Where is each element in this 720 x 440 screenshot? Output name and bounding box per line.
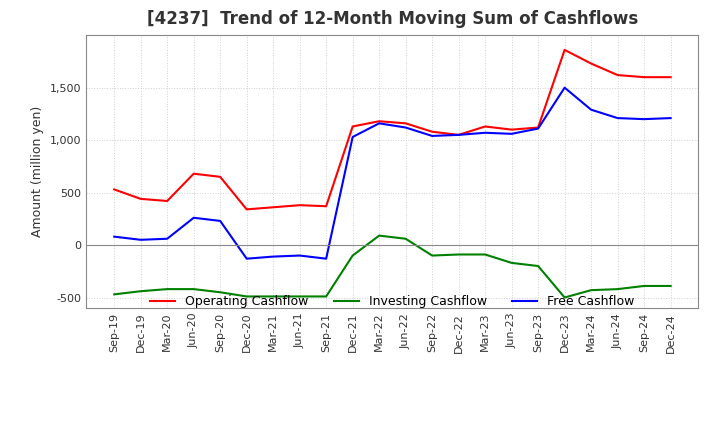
- Free Cashflow: [508, 131, 516, 136]
- Operating Cashflow: [613, 73, 622, 78]
- Free Cashflow: [428, 133, 436, 139]
- Operating Cashflow: [534, 125, 542, 130]
- Operating Cashflow: [401, 121, 410, 126]
- Operating Cashflow: [243, 207, 251, 212]
- Free Cashflow: [666, 115, 675, 121]
- Investing Cashflow: [189, 286, 198, 292]
- Operating Cashflow: [587, 61, 595, 66]
- Free Cashflow: [613, 115, 622, 121]
- Investing Cashflow: [401, 236, 410, 242]
- Free Cashflow: [481, 130, 490, 136]
- Free Cashflow: [269, 254, 277, 259]
- Line: Investing Cashflow: Investing Cashflow: [114, 235, 670, 297]
- Investing Cashflow: [295, 294, 304, 299]
- Free Cashflow: [110, 234, 119, 239]
- Free Cashflow: [163, 236, 171, 242]
- Title: [4237]  Trend of 12-Month Moving Sum of Cashflows: [4237] Trend of 12-Month Moving Sum of C…: [147, 10, 638, 28]
- Investing Cashflow: [110, 292, 119, 297]
- Investing Cashflow: [560, 295, 569, 300]
- Operating Cashflow: [666, 74, 675, 80]
- Investing Cashflow: [216, 290, 225, 295]
- Investing Cashflow: [136, 289, 145, 294]
- Operating Cashflow: [216, 174, 225, 180]
- Investing Cashflow: [428, 253, 436, 258]
- Operating Cashflow: [136, 196, 145, 202]
- Investing Cashflow: [587, 287, 595, 293]
- Operating Cashflow: [189, 171, 198, 176]
- Investing Cashflow: [613, 286, 622, 292]
- Free Cashflow: [348, 134, 357, 139]
- Operating Cashflow: [454, 132, 463, 138]
- Operating Cashflow: [428, 129, 436, 134]
- Investing Cashflow: [508, 260, 516, 265]
- Free Cashflow: [322, 256, 330, 261]
- Investing Cashflow: [534, 264, 542, 269]
- Operating Cashflow: [560, 47, 569, 52]
- Free Cashflow: [534, 126, 542, 131]
- Operating Cashflow: [295, 202, 304, 208]
- Investing Cashflow: [322, 294, 330, 299]
- Free Cashflow: [243, 256, 251, 261]
- Operating Cashflow: [481, 124, 490, 129]
- Free Cashflow: [136, 237, 145, 242]
- Line: Free Cashflow: Free Cashflow: [114, 88, 670, 259]
- Operating Cashflow: [348, 124, 357, 129]
- Investing Cashflow: [640, 283, 649, 289]
- Free Cashflow: [216, 218, 225, 224]
- Investing Cashflow: [243, 294, 251, 299]
- Investing Cashflow: [481, 252, 490, 257]
- Free Cashflow: [295, 253, 304, 258]
- Y-axis label: Amount (million yen): Amount (million yen): [32, 106, 45, 237]
- Operating Cashflow: [269, 205, 277, 210]
- Investing Cashflow: [269, 294, 277, 299]
- Investing Cashflow: [348, 253, 357, 258]
- Investing Cashflow: [666, 283, 675, 289]
- Legend: Operating Cashflow, Investing Cashflow, Free Cashflow: Operating Cashflow, Investing Cashflow, …: [145, 290, 639, 313]
- Free Cashflow: [587, 107, 595, 112]
- Operating Cashflow: [163, 198, 171, 204]
- Free Cashflow: [401, 125, 410, 130]
- Investing Cashflow: [163, 286, 171, 292]
- Free Cashflow: [560, 85, 569, 90]
- Free Cashflow: [454, 132, 463, 138]
- Line: Operating Cashflow: Operating Cashflow: [114, 50, 670, 209]
- Operating Cashflow: [640, 74, 649, 80]
- Investing Cashflow: [375, 233, 384, 238]
- Operating Cashflow: [375, 119, 384, 124]
- Investing Cashflow: [454, 252, 463, 257]
- Operating Cashflow: [110, 187, 119, 192]
- Free Cashflow: [640, 117, 649, 122]
- Operating Cashflow: [322, 204, 330, 209]
- Operating Cashflow: [508, 127, 516, 132]
- Free Cashflow: [189, 215, 198, 220]
- Free Cashflow: [375, 121, 384, 126]
